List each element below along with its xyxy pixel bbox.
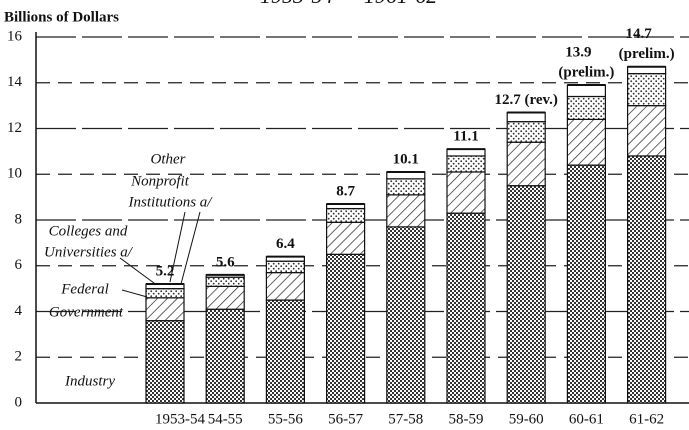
bar-segment [386,226,426,404]
total-label: 5.6 [216,254,235,270]
bar-segment [626,66,667,75]
bar-segment [626,72,667,107]
y-tick-label: 2 [15,349,23,365]
total-label: 11.1 [453,129,478,145]
bar-segment [446,212,486,404]
bar-segment [205,308,245,404]
bar-segment [205,276,245,287]
y-tick-label: 8 [15,211,23,227]
bar-segment [326,207,366,223]
x-tick-label: 56-57 [328,411,363,427]
y-tick-label: 0 [15,394,23,410]
y-axis-label: Billions of Dollars [4,9,119,25]
series-label: Government [49,304,124,320]
bar-segment [386,194,426,228]
series-label: Colleges and [49,223,128,239]
series-label: Industry [64,373,115,389]
bar-segment [326,253,366,404]
bar-segment [626,155,667,404]
total-label: 12.7 (rev.) [494,92,557,108]
bar-segment [506,111,546,123]
x-tick-label: 57-58 [388,411,423,427]
bar-segment [265,299,305,404]
total-label: 10.1 [393,151,419,167]
bar-segment [566,164,607,404]
bar-segment [145,297,185,322]
y-tick-label: 14 [7,74,23,90]
y-tick-label: 12 [7,120,22,136]
y-tick-label: 16 [7,28,23,44]
x-tick-label: 1953-54 [155,411,205,427]
bar-segment [386,178,426,196]
total-label: (prelim.) [558,64,614,80]
series-label: Nonprofit [130,173,190,189]
bar-segment [386,171,426,180]
x-tick-label: 54-55 [208,411,243,427]
bar-segment [446,148,486,157]
total-label: 6.4 [276,236,295,252]
bar-segment [506,185,546,404]
bar-segment [265,260,305,274]
bar-segment [566,84,607,98]
bar-segment [506,141,546,187]
series-label: Institutions a/ [128,194,214,210]
x-tick-label: 58-59 [449,411,484,427]
bar-segment [506,121,546,143]
bar-segment [145,288,185,299]
y-tick-label: 4 [15,303,23,319]
bar-segment [626,105,667,157]
bar-segment [205,285,245,310]
bar-segment [145,320,185,404]
total-label: (prelim.) [619,46,675,62]
bar-segment [265,272,305,301]
total-label: 5.2 [156,263,175,279]
y-tick-label: 6 [15,257,23,273]
series-label: Universities a/ [44,244,134,260]
x-tick-label: 61-62 [629,411,664,427]
x-tick-label: 60-61 [569,411,604,427]
y-tick-label: 10 [7,166,22,182]
bar-segment [566,118,607,166]
bar-segment [326,221,366,255]
bar-segment [566,95,607,120]
bar-segment [446,171,486,214]
bar-segment [446,155,486,173]
x-tick-label: 55-56 [268,411,303,427]
total-label: 14.7 [625,26,652,42]
series-label: Federal [60,281,108,297]
total-label: 8.7 [336,183,355,199]
chart-title: 1953-54 — 1961-62 [260,0,437,8]
total-label: 13.9 [565,44,591,60]
series-label: Other [151,151,186,167]
x-tick-label: 59-60 [509,411,544,427]
